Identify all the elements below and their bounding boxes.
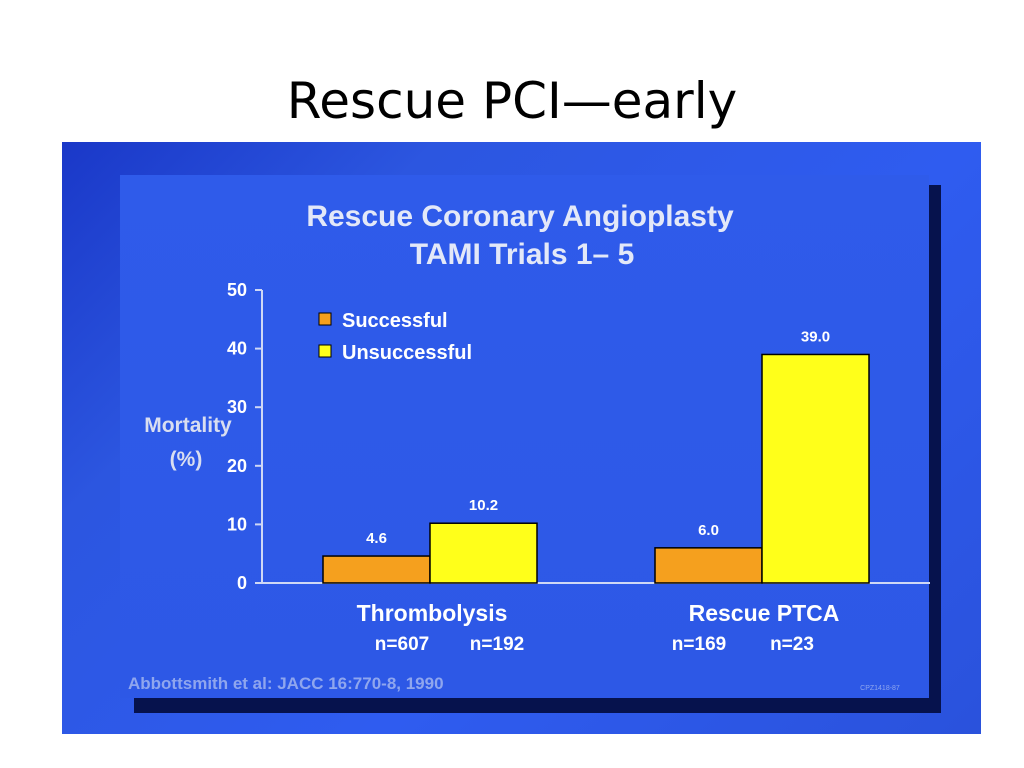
data-label-unsuccessful-0: 10.2 [469, 497, 498, 514]
y-axis-label-line1: Mortality [144, 414, 232, 437]
legend-swatch-unsuccessful [318, 344, 332, 358]
bars: 4.6 10.2 6.0 39.0 [322, 328, 870, 584]
chart-title-line1: Rescue Coronary Angioplasty [306, 200, 734, 233]
n-label-thrombolysis-unsuccessful: n=192 [470, 634, 524, 655]
data-label-successful-1: 6.0 [698, 522, 719, 539]
y-tick-label: 20 [227, 456, 247, 476]
n-label-thrombolysis-successful: n=607 [375, 634, 429, 655]
y-tick-label: 10 [227, 514, 247, 534]
bar-unsuccessful-1 [761, 353, 870, 584]
y-tick-label: 30 [227, 397, 247, 417]
legend-swatch-successful [318, 312, 332, 326]
legend-label-successful: Successful [342, 310, 448, 332]
bar-successful-0 [322, 555, 431, 584]
slide-code: CPZ1418-87 [860, 685, 900, 692]
n-label-rescue-unsuccessful: n=23 [770, 634, 814, 655]
category-label-rescue-ptca: Rescue PTCA [689, 600, 840, 626]
legend-label-unsuccessful: Unsuccessful [342, 342, 472, 364]
data-label-successful-0: 4.6 [366, 530, 387, 547]
y-tick-label: 50 [227, 280, 247, 300]
chart-title-line2: TAMI Trials 1– 5 [410, 238, 635, 271]
category-label-thrombolysis: Thrombolysis [357, 600, 508, 626]
bar-unsuccessful-0 [429, 522, 538, 584]
y-axis: 0 10 20 30 40 50 [227, 280, 263, 593]
data-label-unsuccessful-1: 39.0 [801, 328, 830, 345]
slide-title: Rescue PCI—early [286, 72, 738, 130]
bar-successful-1 [654, 547, 763, 584]
y-tick-label: 40 [227, 339, 247, 359]
y-axis-label-line2: (%) [170, 448, 203, 471]
y-tick-label: 0 [237, 573, 247, 593]
citation: Abbottsmith et al: JACC 16:770-8, 1990 [128, 674, 444, 693]
n-label-rescue-successful: n=169 [672, 634, 726, 655]
legend: Successful Unsuccessful [318, 310, 472, 364]
